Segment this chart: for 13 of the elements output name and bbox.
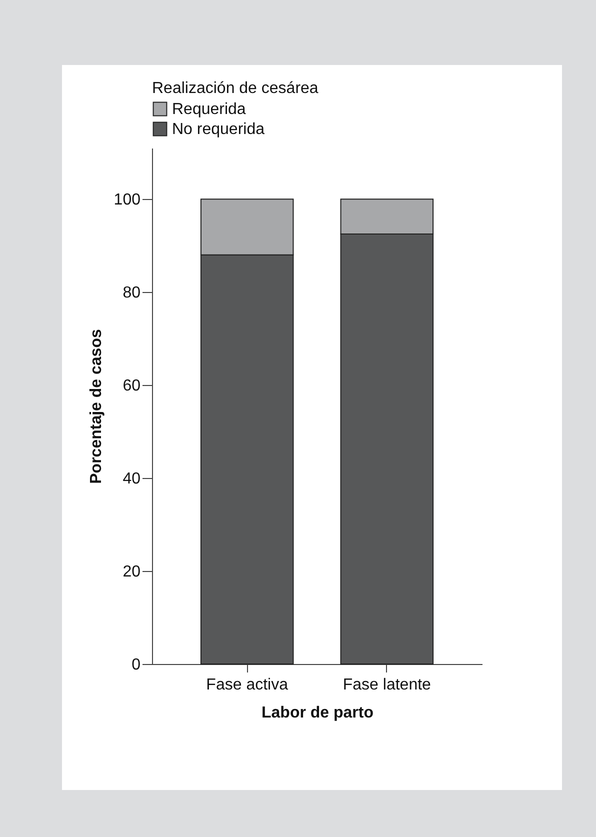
y-tick-label: 60 (122, 378, 141, 395)
x-tick-label: Fase activa (206, 676, 288, 694)
x-axis-title: Labor de parto (261, 704, 374, 722)
y-tick-label: 20 (122, 564, 141, 581)
legend-label: Requerida (172, 101, 246, 118)
y-tick-label: 40 (122, 470, 141, 488)
y-tick-label: 0 (132, 656, 141, 674)
y-tick-label: 80 (122, 284, 141, 302)
legend-title: Realización de cesárea (152, 80, 318, 97)
x-tick-label: Fase latente (342, 676, 432, 694)
legend-label: No requerida (172, 121, 265, 138)
y-tick-label: 100 (114, 192, 141, 209)
y-axis-title: Porcentaje de casos (88, 329, 105, 484)
